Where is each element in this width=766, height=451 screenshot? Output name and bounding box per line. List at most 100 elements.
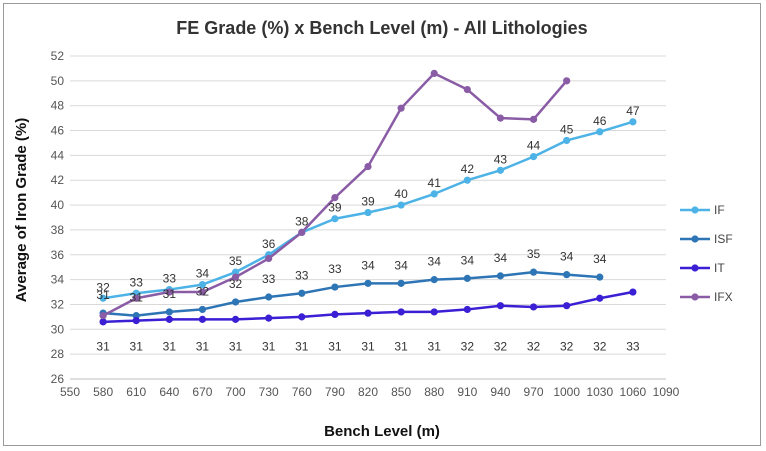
data-label-if: 33: [163, 272, 177, 286]
legend-label-ifx: IFX: [714, 290, 733, 304]
data-point-isf: [165, 308, 173, 316]
data-point-if: [629, 118, 637, 126]
data-point-isf: [596, 273, 604, 281]
data-point-it: [496, 302, 505, 310]
data-point-isf: [331, 283, 339, 291]
series-line-it: [103, 290, 634, 324]
data-point-isf: [430, 276, 438, 284]
data-point-it: [231, 315, 240, 323]
data-label-isf: 34: [361, 258, 375, 272]
x-tick-label: 550: [60, 385, 80, 399]
data-label-it: 31: [96, 340, 110, 354]
data-point-if: [496, 166, 505, 174]
data-point-if: [198, 280, 207, 289]
data-label-it: 31: [196, 340, 210, 354]
data-label-it: 33: [626, 340, 640, 354]
data-point-if: [529, 153, 538, 161]
tick-layer: 26 28 30 32 34 36 38 40 42 44 46 48 50 52 550 580 610 640…: [51, 49, 680, 399]
legend-label-if: IF: [714, 203, 725, 217]
x-tick-label: 1090: [653, 385, 680, 399]
data-point-it: [198, 315, 207, 323]
x-tick-label: 640: [159, 385, 179, 399]
data-point-ifx: [132, 294, 140, 302]
x-tick-label: 730: [259, 385, 279, 399]
data-point-isf: [364, 279, 372, 287]
x-tick-label: 790: [325, 385, 345, 399]
chart-title: FE Grade (%) x Bench Level (m) - All Lit…: [176, 18, 587, 38]
data-point-it: [132, 317, 140, 325]
data-label-if: 39: [361, 195, 375, 209]
data-label-if: 34: [196, 267, 210, 281]
x-tick-label: 1060: [620, 385, 647, 399]
x-tick-label: 880: [424, 385, 444, 399]
legend-marker-if: [691, 206, 699, 214]
data-point-it: [99, 318, 107, 326]
data-point-if: [331, 215, 339, 223]
y-tick-label: 36: [51, 248, 65, 262]
data-label-it: 31: [361, 340, 375, 354]
data-point-isf: [298, 289, 306, 297]
data-point-it: [463, 305, 471, 314]
x-tick-label: 910: [457, 385, 477, 399]
data-label-it: 31: [328, 340, 342, 354]
data-point-it: [596, 294, 604, 302]
x-axis-title: Bench Level (m): [324, 423, 440, 440]
data-point-if: [99, 294, 107, 302]
x-tick-label: 850: [391, 385, 411, 399]
data-label-isf: 31: [163, 287, 177, 301]
grid-layer: [70, 55, 666, 380]
data-label-isf: 33: [328, 262, 342, 276]
data-point-isf: [397, 279, 405, 287]
data-label-isf: 34: [494, 251, 508, 265]
data-point-if: [596, 128, 604, 136]
legend-label-it: IT: [714, 261, 725, 275]
data-point-it: [397, 308, 405, 316]
data-point-ifx: [231, 273, 240, 281]
data-point-isf: [463, 274, 471, 282]
data-label-it: 32: [527, 340, 541, 354]
data-label-if: 39: [328, 201, 342, 215]
data-label-if: 47: [626, 104, 640, 118]
data-label-isf: 33: [262, 272, 276, 286]
data-point-ifx: [463, 85, 471, 94]
x-tick-label: 1000: [553, 385, 580, 399]
data-label-it: 31: [428, 340, 442, 354]
data-label-it: 32: [461, 340, 475, 354]
data-label-isf: 33: [295, 268, 309, 282]
data-label-it: 31: [163, 340, 177, 354]
x-tick-label: 610: [126, 385, 146, 399]
data-label-if: 46: [593, 114, 607, 128]
data-label-it: 32: [593, 340, 607, 354]
x-tick-label: 940: [490, 385, 510, 399]
x-tick-label: 820: [358, 385, 378, 399]
data-point-ifx: [99, 312, 107, 320]
data-point-if: [231, 268, 240, 276]
x-tick-label: 580: [93, 385, 113, 399]
data-point-it: [563, 302, 571, 310]
y-tick-label: 32: [51, 297, 65, 311]
data-point-isf: [265, 293, 273, 301]
data-point-ifx: [298, 228, 306, 237]
y-tick-label: 50: [51, 74, 65, 88]
legend-marker-it: [691, 264, 699, 272]
data-label-if: 45: [560, 122, 574, 136]
data-label-if: 40: [394, 187, 408, 201]
data-point-isf: [132, 312, 140, 320]
data-label-isf: 34: [560, 250, 574, 264]
data-point-it: [165, 315, 173, 323]
data-point-it: [364, 309, 372, 317]
data-label-isf: 32: [196, 284, 210, 298]
data-point-if: [463, 176, 471, 184]
data-point-it: [529, 303, 538, 311]
data-point-ifx: [331, 194, 339, 202]
y-tick-label: 44: [51, 148, 65, 162]
x-tick-label: 970: [524, 385, 544, 399]
data-point-ifx: [529, 115, 538, 123]
data-point-it: [331, 310, 339, 318]
data-label-if: 32: [96, 280, 110, 294]
data-label-it: 31: [130, 340, 144, 354]
y-tick-label: 48: [51, 99, 65, 113]
data-label-if: 35: [229, 254, 243, 268]
data-point-if: [563, 136, 571, 145]
data-label-isf: 31: [130, 291, 144, 305]
